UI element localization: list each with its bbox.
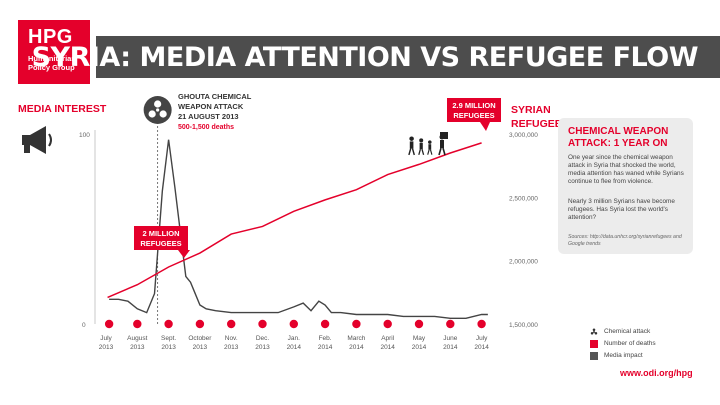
x-tick-year: 2014 [318,344,333,351]
callout-2-9-million-pointer [480,122,490,131]
attack-label-line2: WEAPON ATTACK [178,102,244,111]
legend-swatch-deaths [590,340,598,348]
right-tick-label: 1,500,000 [509,322,538,329]
x-tick-month: Sept. [161,335,176,342]
x-tick-month: March [347,335,365,342]
info-paragraph-2: Nearly 3 million Syrians have become ref… [568,198,675,221]
refugee-line [107,142,482,299]
death-marker [289,319,298,329]
x-tick-month: July [100,335,112,342]
death-marker [320,319,330,329]
attack-label-line1: GHOUTA CHEMICAL [178,92,252,101]
info-panel-title: CHEMICAL WEAPON ATTACK: 1 YEAR ON [568,126,688,150]
footer-url[interactable]: www.odi.org/hpg [620,368,693,378]
logo-org-name: Humanitarian Policy Group [28,54,76,72]
x-tick-month: August [127,335,147,342]
death-marker [383,319,392,329]
x-tick-year: 2014 [349,344,364,351]
callout-2-million-line2: REFUGEES [140,239,181,248]
x-tick-month: July [476,335,488,342]
right-tick-label: 2,000,000 [509,259,538,266]
x-tick-month: Dec. [256,335,270,342]
right-axis-label: SYRIAN REFUGEES [511,103,569,131]
legend-item-chemical-attack: Chemical attack [590,326,700,338]
info-panel: CHEMICAL WEAPON ATTACK: 1 YEAR ON One ye… [558,118,693,254]
callout-2-9-million-line2: REFUGEES [453,111,494,120]
legend-label-media: Media impact [604,352,643,359]
death-marker [414,319,424,329]
x-tick-month: Nov. [225,335,238,342]
x-tick-month: October [188,335,212,342]
x-tick-year: 2014 [443,344,458,351]
x-tick-month: April [381,335,395,342]
x-tick-year: 2014 [412,344,427,351]
right-tick-label: 2,500,000 [509,195,538,202]
left-axis-label: MEDIA INTEREST [18,103,107,115]
x-tick-month: Feb. [319,335,332,342]
death-marker [133,319,142,329]
megaphone-icon [22,126,52,154]
logo-text: HPG [28,26,73,48]
x-tick-year: 2013 [130,344,145,351]
title-bar: SYRIA: MEDIA ATTENTION VS REFUGEE FLOW [32,36,720,78]
x-tick-year: 2014 [474,344,489,351]
callout-2-9-million-line1: 2.9 MILLION [452,101,495,110]
legend-label-chemical-attack: Chemical attack [604,328,651,335]
x-tick-year: 2014 [287,344,302,351]
info-paragraph-1: One year since the chemical weapon attac… [568,154,684,185]
refugee-family-icon [408,132,448,156]
x-tick-year: 2014 [380,344,395,351]
death-marker [164,319,173,329]
hazard-icon [590,328,598,335]
legend-label-deaths: Number of deaths [604,340,656,347]
death-marker [104,319,114,329]
death-marker [195,319,205,329]
callout-2-9-million-box [447,98,501,122]
callout-2-million-pointer [178,250,190,258]
logo-name-line2: Policy Group [28,63,75,72]
right-axis-label-line2: REFUGEES [511,118,569,130]
death-marker [352,319,361,329]
attack-label-deaths: 500-1,500 deaths [178,124,234,131]
hazard-icon [143,96,172,124]
x-tick-month: Jan. [288,335,300,342]
death-marker [446,319,455,329]
death-marker [227,319,236,329]
attack-label-date: 21 AUGUST 2013 [178,112,239,121]
page-title: SYRIA: MEDIA ATTENTION VS REFUGEE FLOW [31,42,699,73]
right-axis-label-line1: SYRIAN [511,104,551,116]
info-title-line1: CHEMICAL WEAPON [568,126,669,137]
info-sources: Sources: http://data.unhcr.org/syrianref… [568,234,682,247]
x-tick-month: June [443,335,457,342]
death-marker [477,319,486,329]
x-tick-year: 2013 [161,344,176,351]
callout-2-million-box [134,226,188,250]
left-tick-label: 0 [82,322,86,329]
callout-2-million-line1: 2 MILLION [142,229,179,238]
death-marker [258,319,267,329]
x-tick-year: 2013 [224,344,239,351]
x-tick-month: May [413,335,426,342]
legend-swatch-media [590,352,598,360]
x-tick-year: 2013 [99,344,114,351]
info-title-line2: ATTACK: 1 YEAR ON [568,138,668,149]
left-tick-label: 100 [79,132,90,139]
legend-item-deaths: Number of deaths [590,338,700,350]
media-impact-line [109,139,488,319]
right-tick-label: 3,000,000 [509,132,538,139]
logo-name-line1: Humanitarian [28,54,76,63]
legend-item-media: Media impact [590,350,700,362]
x-tick-year: 2013 [255,344,270,351]
hpg-logo: HPG Humanitarian Policy Group [18,20,90,84]
x-tick-year: 2013 [193,344,208,351]
